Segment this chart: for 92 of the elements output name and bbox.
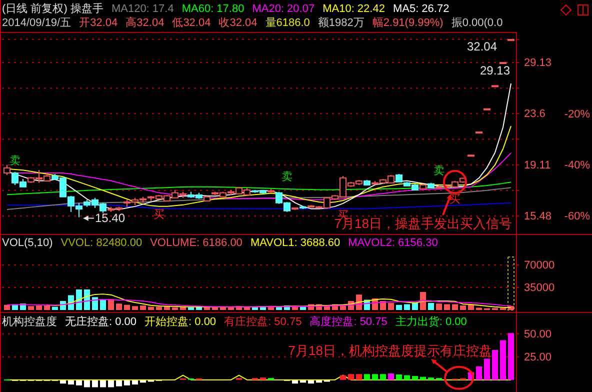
bar [388,373,394,380]
y2-tick-label: -60% [564,210,590,222]
bar [92,297,98,310]
y-tick-label: 70000 [524,260,555,272]
text: MA5: 26.72 [392,3,450,15]
bar [116,304,122,310]
bar [108,299,114,310]
bar [140,306,146,310]
text: 2014/09/19/五 开32.04 高32.04 低32.04 收32.04 量6186.0 额1982万 幅2.91(9.99%) 振0.00(0.0 [2,17,503,29]
bar [52,306,58,310]
text: VVOL: 82480.00 [60,237,142,249]
bar [4,304,10,310]
text: MA120: 17.4 [111,3,174,15]
annotation: 32.04 [466,39,498,54]
chart-title: 机构控盘度 [2,315,57,328]
bar [356,374,362,380]
text: 高度控盘: 50.75 [310,315,388,328]
bar [172,307,178,310]
y-tick-label: 50.00 [524,328,552,340]
bar [372,374,378,380]
bar [404,304,410,310]
bar [188,307,194,310]
line-series [6,182,512,196]
text: VOLUME: 6186.00 [150,237,242,249]
bar [124,380,130,386]
bar [484,358,490,380]
text: 有庄控盘: 50.75 [224,315,302,328]
text: MAVOL1: 3688.60 [250,237,340,249]
bar [364,374,370,380]
bar [300,306,306,310]
y-tick-label: 23.6 [524,108,546,120]
bar [100,299,106,310]
bar [116,380,122,386]
text: MA60: 17.80 [182,3,244,15]
bar [404,375,410,380]
bar [508,256,514,310]
bar [36,306,42,310]
bar [508,333,514,380]
bar [396,374,402,380]
bar [468,304,474,310]
y2-tick-label: -20% [564,108,590,121]
y-tick-label: 15.48 [524,210,552,222]
bar [420,376,426,380]
bar [396,304,402,310]
annotation: 7月18日，机构控盘度提示有庄控盘 [288,343,492,358]
bar [124,304,130,310]
text: MA20: 20.07 [252,3,315,15]
y-tick-label: 19.11 [524,159,551,172]
bar [228,307,234,310]
annotation: 15.40 [95,211,126,226]
candlestick [4,164,10,176]
bar [492,350,498,380]
annotation: 卖 [282,170,292,183]
chart-title: (日线 前复权) 操盘手 [2,2,104,15]
text: 无庄控盘: 0.00 [65,315,137,328]
annotation: 买 [154,208,164,221]
bar [380,374,386,380]
bar [212,307,218,310]
chart-title: VOL(5,10) [2,237,53,249]
annotation: 卖 [434,164,444,177]
y-tick-label: 29.13 [524,57,552,70]
y-tick-label: 35000 [524,282,555,294]
bar [76,380,82,386]
bar [148,306,154,310]
annotation: 29.13 [480,64,510,78]
bar [476,366,482,380]
bar [452,304,458,310]
bar [132,306,138,310]
bar [500,340,506,380]
annotation: 卖 [10,154,20,167]
bar [428,302,434,310]
annotation: 买 [450,193,460,206]
bar [340,375,346,380]
text: 开始控盘: 0.00 [144,316,216,328]
bar [348,374,354,380]
y-tick-label: 25.00 [524,351,552,364]
bar [84,289,90,310]
bar [412,376,418,380]
bar [156,306,162,310]
line-series [6,299,512,308]
line-series [6,187,512,210]
bar [28,306,34,310]
text: 主力出货: 0.00 [395,315,467,328]
bar [436,304,442,310]
bar [444,304,450,310]
text: MAVOL2: 6156.30 [348,237,438,249]
text: MA10: 22.42 [322,3,385,15]
bar [460,306,466,310]
bar [44,306,50,310]
bar [388,302,394,310]
bar [276,306,282,310]
y2-tick-label: -40% [564,160,590,172]
